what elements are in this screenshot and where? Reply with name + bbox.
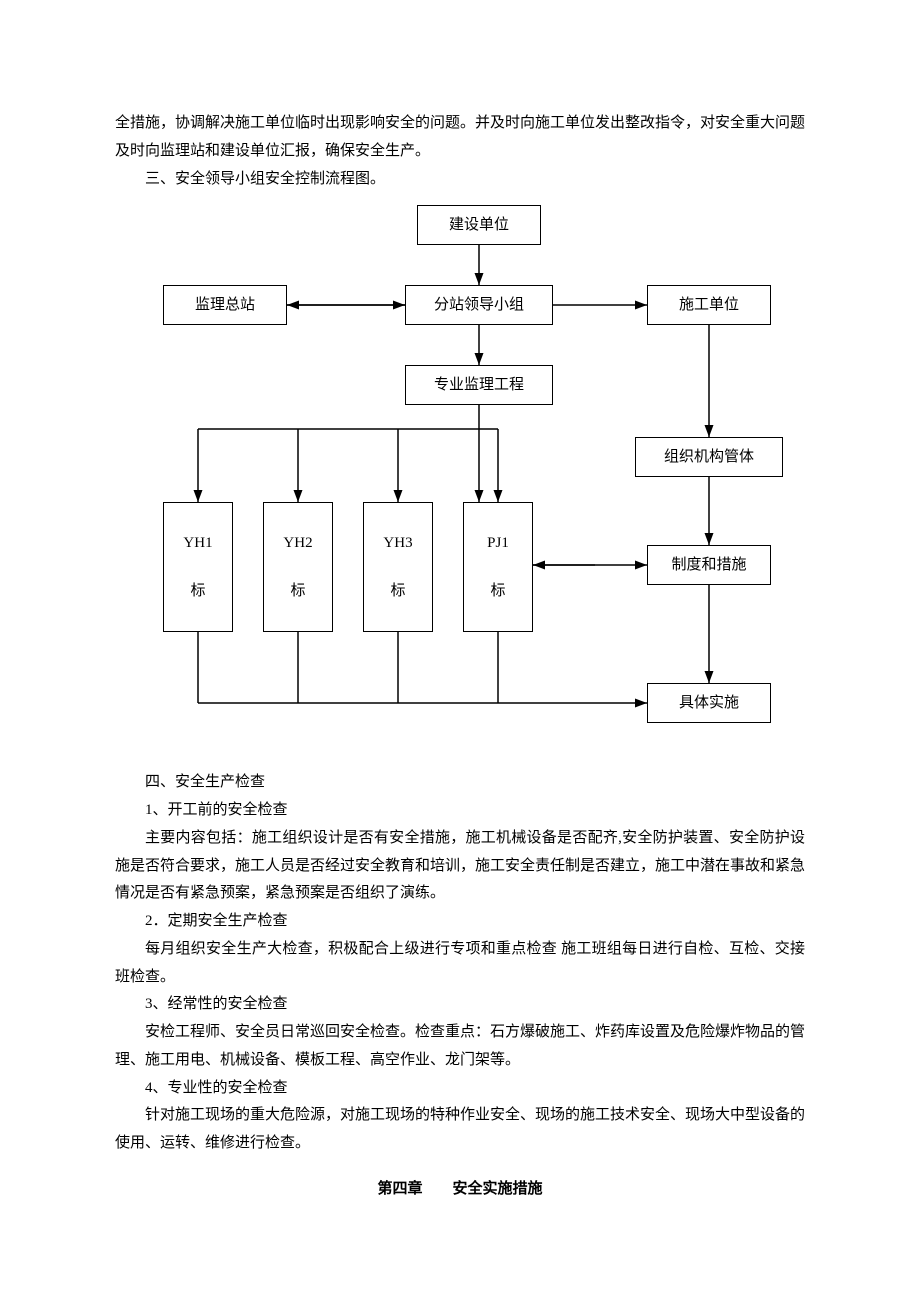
page: 全措施，协调解决施工单位临时出现影响安全的问题。并及时向施工单位发出整改指令，对… bbox=[0, 0, 920, 1279]
node-zzjg: 组织机构管体 bbox=[635, 437, 783, 477]
section4-title: 四、安全生产检查 bbox=[115, 769, 805, 797]
node-fzld: 分站领导小组 bbox=[405, 285, 553, 325]
chapter-title: 第四章 安全实施措施 bbox=[115, 1176, 805, 1204]
item4-body: 针对施工现场的重大危险源，对施工现场的特种作业安全、现场的施工技术安全、现场大中… bbox=[115, 1102, 805, 1158]
node-jtss: 具体实施 bbox=[647, 683, 771, 723]
node-zdcs: 制度和措施 bbox=[647, 545, 771, 585]
item1-body: 主要内容包括：施工组织设计是否有安全措施，施工机械设备是否配齐,安全防护装置、安… bbox=[115, 825, 805, 908]
node-yh3: YH3标 bbox=[363, 502, 433, 632]
node-jsdw: 建设单位 bbox=[417, 205, 541, 245]
flowchart-container: 建设单位 监理总站 分站领导小组 施工单位 专业监理工程 组织机构管体 YH1标… bbox=[115, 199, 805, 759]
node-sgdw: 施工单位 bbox=[647, 285, 771, 325]
section3-title: 三、安全领导小组安全控制流程图。 bbox=[115, 166, 805, 194]
item4-title: 4、专业性的安全检查 bbox=[115, 1075, 805, 1103]
intro-paragraph: 全措施，协调解决施工单位临时出现影响安全的问题。并及时向施工单位发出整改指令，对… bbox=[115, 110, 805, 166]
item2-title: 2．定期安全生产检查 bbox=[115, 908, 805, 936]
node-pj1: PJ1标 bbox=[463, 502, 533, 632]
node-yh1: YH1标 bbox=[163, 502, 233, 632]
node-yh2: YH2标 bbox=[263, 502, 333, 632]
node-jlzz: 监理总站 bbox=[163, 285, 287, 325]
item1-title: 1、开工前的安全检查 bbox=[115, 797, 805, 825]
item3-body: 安检工程师、安全员日常巡回安全检查。检查重点：石方爆破施工、炸药库设置及危险爆炸… bbox=[115, 1019, 805, 1075]
item2-body: 每月组织安全生产大检查，积极配合上级进行专项和重点检查 施工班组每日进行自检、互… bbox=[115, 936, 805, 992]
node-zyjl: 专业监理工程 bbox=[405, 365, 553, 405]
item3-title: 3、经常性的安全检查 bbox=[115, 991, 805, 1019]
flowchart-edges bbox=[115, 199, 805, 759]
